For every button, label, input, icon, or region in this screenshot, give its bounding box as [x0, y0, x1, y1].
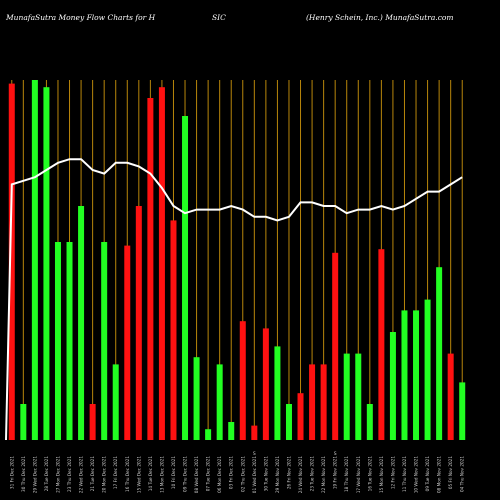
flow-bar: [424, 299, 431, 440]
date-tick-label: 06 Mon Dec 2021: [217, 456, 222, 493]
money-flow-line: [5, 158, 463, 441]
flow-bar: [170, 220, 177, 440]
date-tick-label: 14 Tue Dec 2021: [148, 456, 153, 492]
flow-bar: [436, 267, 443, 440]
flow-bar: [297, 393, 304, 440]
flow-bar: [389, 332, 396, 440]
flow-bar: [182, 116, 189, 440]
bar-series: [8, 80, 466, 440]
date-tick-label: 03 Fri Dec 2021: [229, 456, 234, 489]
date-tick-label: 23 Thu Dec 2021: [67, 456, 72, 492]
flow-bar: [459, 382, 466, 440]
chart-subtitle: (Henry Schein, Inc.) MunafaSutra.com: [306, 13, 454, 22]
date-labels: 31 Fri Dec 2021 30 Thu Dec 2021 29 Wed Dec…: [9, 451, 464, 493]
date-tick-label: 08 Wed Dec 2021: [194, 456, 199, 494]
flow-bar: [274, 346, 281, 440]
flow-bar: [205, 429, 212, 440]
chart-title-left: MunafaSutra Money Flow Charts for H: [5, 13, 156, 22]
flow-bar: [262, 328, 269, 440]
date-tick-label: 16 Tue Nov 2021: [367, 456, 372, 492]
date-tick-label: 22 Wed Dec 2021: [79, 456, 84, 494]
date-tick-label: 26 Fri Nov 2021: [286, 456, 291, 489]
flow-bar: [147, 98, 154, 440]
date-tick-label: 18 Thu Nov 2021: [344, 456, 349, 492]
date-tick-label: 30 Tue Nov 2021: [263, 456, 268, 492]
date-tick-label: 30 Thu Dec 2021: [21, 456, 26, 492]
flow-bar: [54, 242, 61, 440]
date-tick-label: 17 Wed Nov 2021: [356, 456, 361, 494]
date-tick-label: 09 Tue Nov 2021: [425, 456, 430, 492]
flow-bar: [355, 353, 362, 440]
flow-bar: [378, 249, 385, 440]
chart-title-symbol: SIC: [212, 13, 226, 22]
flow-bar: [8, 83, 15, 440]
date-tick-label: 02 Thu Dec 2021: [240, 456, 245, 492]
flow-bar: [89, 404, 96, 440]
flow-bar: [251, 425, 258, 440]
flow-bar: [66, 242, 73, 440]
date-tick-label: 10 Fri Dec 2021: [171, 456, 176, 489]
flow-bar: [343, 353, 350, 440]
flow-bar: [124, 245, 131, 440]
flow-bar: [216, 364, 223, 440]
date-tick-label: 27 Mon Dec 2021: [55, 456, 60, 493]
flow-bar: [239, 321, 246, 440]
date-tick-label: 04 Thu Nov 2021: [460, 456, 465, 492]
axis-marker: S: [253, 451, 256, 457]
date-tick-label: 16 Thu Dec 2021: [125, 456, 130, 492]
flow-bar: [309, 364, 316, 440]
date-tick-label: 28 Tue Dec 2021: [44, 456, 49, 492]
flow-bar: [401, 310, 408, 440]
date-tick-label: 22 Mon Nov 2021: [321, 456, 326, 493]
date-tick-label: 24 Wed Nov 2021: [298, 456, 303, 494]
date-tick-label: 19 Fri Nov 2021: [333, 456, 338, 489]
flow-bar: [413, 310, 420, 440]
date-tick-label: 17 Fri Dec 2021: [113, 456, 118, 489]
date-tick-label: 12 Fri Nov 2021: [390, 456, 395, 489]
date-tick-label: 29 Wed Dec 2021: [32, 456, 37, 494]
flow-bar: [320, 364, 327, 440]
flow-bar: [43, 87, 50, 440]
flow-bar: [158, 87, 165, 440]
date-tick-label: 13 Mon Dec 2021: [159, 456, 164, 493]
flow-bar: [332, 252, 339, 440]
date-tick-label: 20 Mon Dec 2021: [102, 456, 107, 493]
date-tick-label: 21 Tue Dec 2021: [90, 456, 95, 492]
axis-marker: S: [334, 451, 337, 457]
date-tick-label: 10 Wed Nov 2021: [414, 456, 419, 494]
flow-bar: [228, 422, 235, 440]
flow-bar: [447, 353, 454, 440]
date-tick-label: 31 Fri Dec 2021: [9, 456, 14, 489]
flow-bar: [285, 404, 292, 440]
date-tick-label: 15 Mon Nov 2021: [379, 456, 384, 493]
flow-bar: [366, 404, 373, 440]
flow-bar: [101, 242, 108, 440]
flow-bar: [193, 357, 200, 440]
date-tick-label: 23 Tue Nov 2021: [310, 456, 315, 492]
flow-bar: [31, 80, 38, 440]
flow-bar: [112, 364, 119, 440]
date-tick-label: 29 Mon Nov 2021: [275, 456, 280, 493]
flow-bar: [78, 206, 85, 440]
flow-bar: [20, 404, 27, 440]
date-tick-label: 01 Wed Dec 2021: [252, 456, 257, 494]
date-tick-label: 05 Fri Nov 2021: [448, 456, 453, 489]
date-tick-label: 09 Thu Dec 2021: [183, 456, 188, 492]
date-tick-label: 08 Mon Nov 2021: [437, 456, 442, 493]
date-tick-label: 11 Thu Nov 2021: [402, 456, 407, 492]
date-tick-label: 15 Wed Dec 2021: [136, 456, 141, 494]
flow-bar: [135, 206, 142, 440]
date-tick-label: 07 Tue Dec 2021: [206, 456, 211, 492]
